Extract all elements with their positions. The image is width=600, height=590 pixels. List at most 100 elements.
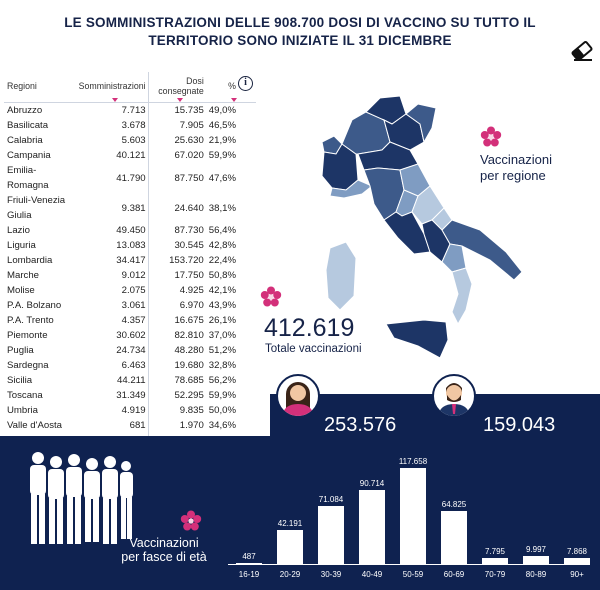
cell-somministrazioni: 34.417 bbox=[75, 253, 149, 268]
table-row: Lombardia 34.417 153.720 22,4% bbox=[4, 253, 256, 268]
cell-percent: 42,8% bbox=[208, 240, 236, 251]
women-count: 253.576 bbox=[324, 414, 397, 436]
crowd-icon bbox=[30, 452, 133, 544]
chart-bar bbox=[236, 562, 262, 564]
col-header-dosi-consegnate[interactable]: Dosi consegnate bbox=[148, 72, 206, 103]
cell-percent: 51,2% bbox=[208, 345, 236, 356]
table-row: Toscana 31.349 52.295 59,9% bbox=[4, 388, 256, 403]
sort-arrow-icon bbox=[111, 98, 118, 102]
chart-axis bbox=[228, 564, 590, 565]
cell-dosi: 1.970 bbox=[179, 420, 204, 431]
cell-region: Umbria bbox=[7, 405, 38, 416]
regions-table: Regioni Somministrazioni Dosi consegnate… bbox=[4, 72, 256, 466]
cell-somministrazioni: 2.075 bbox=[75, 283, 149, 298]
cell-somministrazioni: 40.121 bbox=[75, 148, 149, 163]
cell-dosi: 9.835 bbox=[179, 405, 204, 416]
cell-dosi: 82.810 bbox=[174, 330, 204, 341]
cell-somministrazioni: 3.061 bbox=[75, 298, 149, 313]
cell-region: Friuli-Venezia Giulia bbox=[7, 195, 66, 221]
cell-dosi: 78.685 bbox=[174, 375, 204, 386]
info-icon[interactable]: i bbox=[238, 76, 253, 91]
flower-icon bbox=[180, 510, 202, 531]
cell-percent: 38,1% bbox=[208, 202, 236, 214]
table-row: Sardegna 6.463 19.680 32,8% bbox=[4, 358, 256, 373]
cell-region: Abruzzo bbox=[7, 105, 43, 116]
col-header-regioni[interactable]: Regioni bbox=[4, 72, 76, 103]
cell-region: Basilicata bbox=[7, 120, 49, 131]
cell-region: Lazio bbox=[7, 225, 30, 236]
chart-value-label: 71.084 bbox=[318, 495, 344, 504]
cell-percent: 50,8% bbox=[208, 270, 236, 281]
cell-percent: 21,9% bbox=[208, 135, 236, 146]
map-region-friuli bbox=[405, 103, 437, 144]
chart-value-label: 42.191 bbox=[277, 518, 303, 528]
table-row: Liguria 13.083 30.545 42,8% bbox=[4, 238, 256, 253]
map-region-calabria bbox=[451, 267, 473, 326]
chart-value-label: 9.997 bbox=[525, 544, 547, 554]
cell-somministrazioni: 31.349 bbox=[75, 388, 149, 403]
chart-value-label: 7.868 bbox=[566, 546, 588, 556]
chart-value-label: 64.825 bbox=[441, 500, 467, 510]
cell-somministrazioni: 9.381 bbox=[75, 193, 149, 223]
cell-region: Campania bbox=[7, 150, 51, 161]
cell-dosi: 6.970 bbox=[179, 300, 204, 311]
page-title: LE SOMMINISTRAZIONI DELLE 908.700 DOSI D… bbox=[40, 14, 560, 50]
cell-somministrazioni: 5.603 bbox=[75, 133, 149, 148]
cell-somministrazioni: 7.713 bbox=[75, 102, 149, 118]
chart-value-label: 117.658 bbox=[398, 457, 428, 466]
flower-icon bbox=[260, 286, 282, 307]
col-header-somministrazioni[interactable]: Somministrazioni bbox=[75, 72, 149, 103]
cell-somministrazioni: 30.602 bbox=[75, 328, 149, 343]
chart-category-label: 30-39 bbox=[320, 570, 342, 579]
age-chart-label-line2: per fasce di età bbox=[121, 550, 207, 564]
cell-dosi: 52.295 bbox=[174, 390, 204, 401]
table-row: Sicilia 44.211 78.685 56,2% bbox=[4, 373, 256, 388]
cell-somministrazioni: 13.083 bbox=[75, 238, 149, 253]
chart-category-label: 50-59 bbox=[402, 570, 424, 579]
cell-percent: 47,6% bbox=[208, 172, 236, 184]
cell-region: Emilia-Romagna bbox=[7, 165, 49, 191]
cell-percent: 34,6% bbox=[208, 420, 236, 431]
table-row: P.A. Trento 4.357 16.675 26,1% bbox=[4, 313, 256, 328]
cell-region: P.A. Trento bbox=[7, 315, 54, 326]
col-header-somministrazioni-label: Somministrazioni bbox=[78, 81, 146, 91]
total-vaccinations-label: Totale vaccinazioni bbox=[265, 343, 362, 355]
cell-region: Piemonte bbox=[7, 330, 48, 341]
cell-dosi: 67.020 bbox=[174, 150, 204, 161]
cell-dosi: 48.280 bbox=[174, 345, 204, 356]
eraser-icon[interactable] bbox=[570, 40, 594, 62]
cell-region: P.A. Bolzano bbox=[7, 300, 62, 311]
cell-dosi: 17.750 bbox=[174, 270, 204, 281]
chart-category-label: 70-79 bbox=[484, 570, 506, 579]
page-title-line1: LE SOMMINISTRAZIONI DELLE 908.700 DOSI D… bbox=[64, 15, 536, 30]
table-row: Piemonte 30.602 82.810 37,0% bbox=[4, 328, 256, 343]
chart-category-label: 16-19 bbox=[238, 570, 260, 579]
table-row: Valle d'Aosta 681 1.970 34,6% bbox=[4, 418, 256, 433]
cell-somministrazioni: 6.463 bbox=[75, 358, 149, 373]
chart-category-label: 40-49 bbox=[361, 570, 383, 579]
cell-percent: 22,4% bbox=[208, 255, 236, 266]
cell-percent: 56,2% bbox=[208, 375, 236, 386]
chart-value-label: 90.714 bbox=[359, 478, 385, 488]
cell-somministrazioni: 9.012 bbox=[75, 268, 149, 283]
cell-region: Puglia bbox=[7, 345, 34, 356]
cell-somministrazioni: 24.734 bbox=[75, 343, 149, 358]
table-row: Puglia 24.734 48.280 51,2% bbox=[4, 343, 256, 358]
cell-percent: 59,9% bbox=[208, 390, 236, 401]
cell-dosi: 19.680 bbox=[174, 360, 204, 371]
age-chart-label-line1: Vaccinazioni bbox=[129, 536, 199, 550]
cell-percent: 56,4% bbox=[208, 225, 236, 236]
cell-region: Toscana bbox=[7, 390, 43, 401]
cell-percent: 43,9% bbox=[208, 300, 236, 311]
cell-dosi: 4.925 bbox=[179, 285, 204, 296]
cell-percent: 26,1% bbox=[208, 315, 236, 326]
cell-dosi: 15.735 bbox=[174, 105, 204, 116]
cell-percent: 59,9% bbox=[208, 150, 236, 161]
chart-bar bbox=[441, 511, 467, 564]
cell-region: Molise bbox=[7, 285, 35, 296]
chart-category-label: 80-89 bbox=[525, 570, 547, 579]
map-region-liguria bbox=[329, 179, 373, 199]
italy-map bbox=[321, 95, 523, 359]
chart-bar bbox=[359, 489, 385, 564]
map-region-puglia bbox=[441, 219, 523, 281]
